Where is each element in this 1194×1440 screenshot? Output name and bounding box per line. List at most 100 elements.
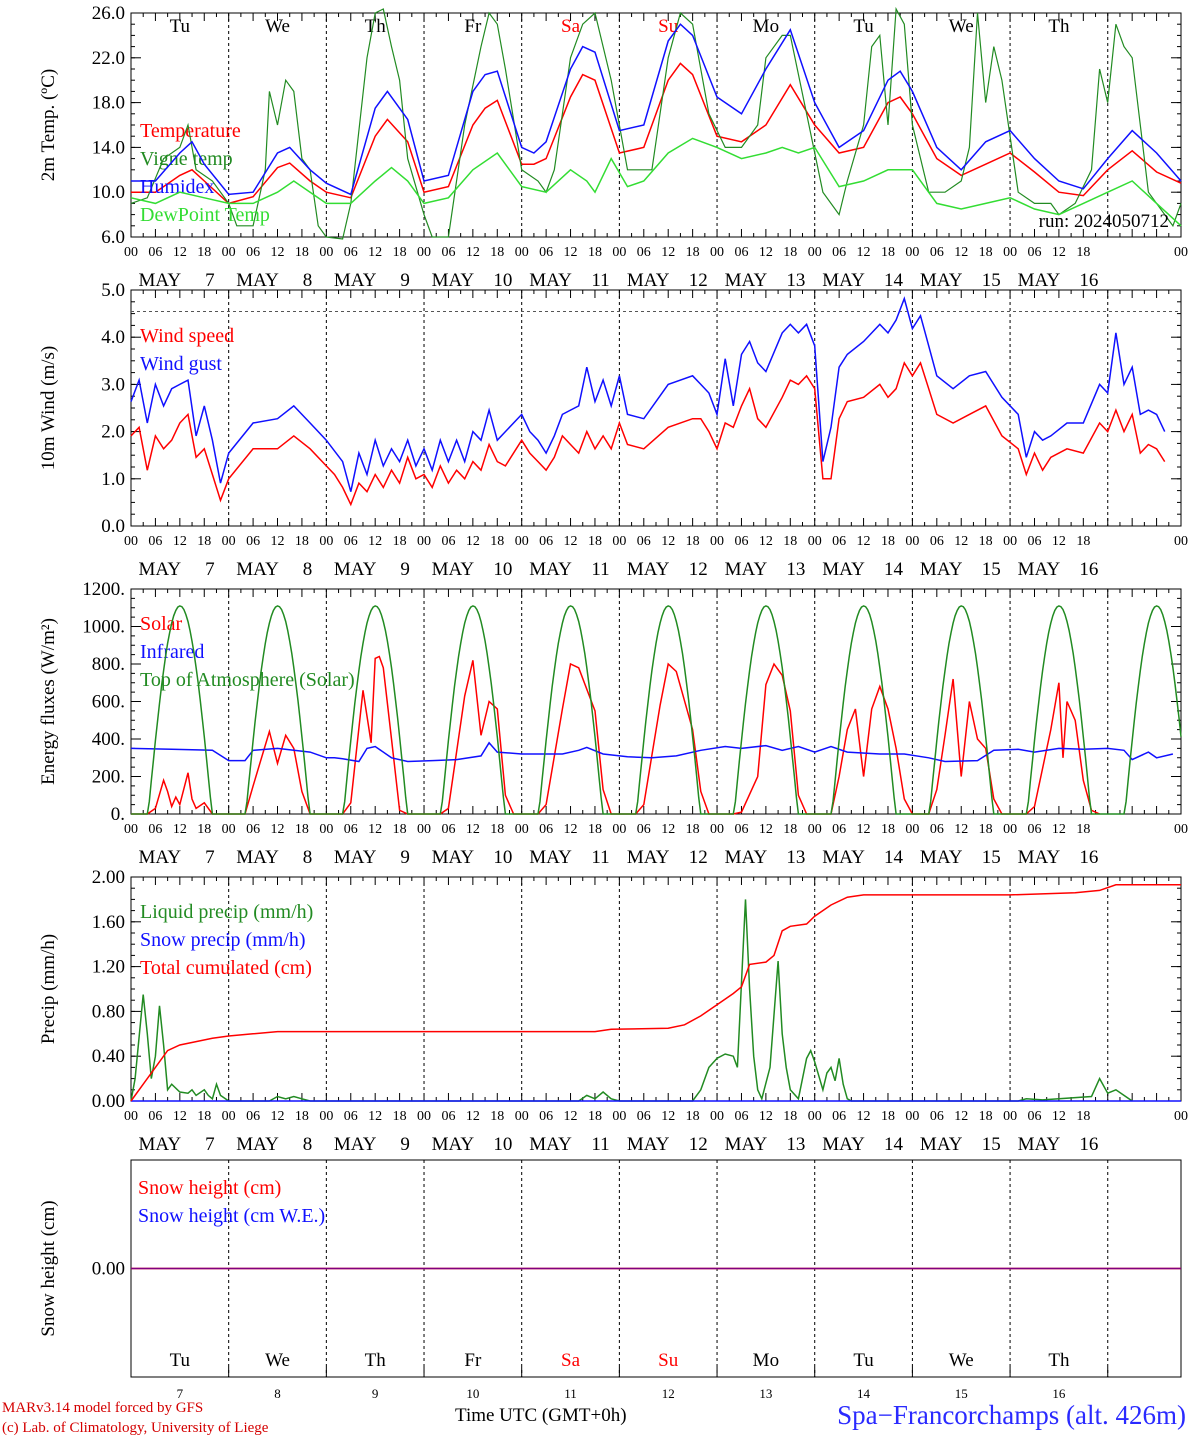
- x-axis-title: Time UTC (GMT+0h): [455, 1405, 627, 1426]
- y-tick-label: 1.20: [92, 957, 125, 978]
- y-axis-title: Precip (mm/h): [38, 934, 59, 1044]
- hour-label: 18: [979, 1109, 993, 1124]
- hour-label: 12: [759, 822, 773, 837]
- month-label: MAY: [627, 559, 670, 580]
- legend-entry: Top of Atmosphere (Solar): [140, 669, 355, 691]
- date-label: 11: [591, 559, 609, 580]
- legend-entry: Vigne temp: [140, 148, 233, 170]
- hour-label: 12: [466, 822, 480, 837]
- day-name-we: We: [949, 16, 974, 37]
- hour-label: 18: [197, 822, 211, 837]
- month-label: MAY: [1018, 847, 1061, 868]
- hour-label: 12: [368, 534, 382, 549]
- hour-label: 06: [148, 1109, 162, 1124]
- hour-label: 06: [441, 534, 455, 549]
- day-name-sa: Sa: [561, 1350, 581, 1371]
- hour-label: 18: [490, 1109, 504, 1124]
- hour-label: 00: [124, 822, 138, 837]
- hour-label: 00: [808, 245, 822, 260]
- date-label: 7: [205, 559, 215, 580]
- y-tick-label: 1200.: [82, 579, 125, 600]
- date-label: 12: [689, 847, 708, 868]
- y-tick-label: 0.40: [92, 1046, 125, 1067]
- month-label: MAY: [432, 559, 475, 580]
- month-label: MAY: [334, 847, 377, 868]
- legend-entry: Infrared: [140, 641, 204, 663]
- hour-label: 18: [588, 534, 602, 549]
- hour-label: 00: [612, 822, 626, 837]
- series-line-1: [130, 361, 1166, 507]
- date-label: 9: [400, 559, 410, 580]
- hour-label: 18: [686, 1109, 700, 1124]
- date-number: 8: [274, 1386, 281, 1401]
- panel-5: 0.00 Snow height (cm) Tu 7 We 8 Th 9 Fr 10 Sa 11 Su 1…: [38, 1159, 1182, 1401]
- hour-label: 12: [954, 1109, 968, 1124]
- month-label: MAY: [334, 270, 377, 291]
- month-label: MAY: [822, 559, 865, 580]
- y-tick-label: 600.: [92, 692, 125, 713]
- hour-label: 06: [441, 245, 455, 260]
- date-label: 12: [689, 270, 708, 291]
- y-tick-label: 6.0: [101, 227, 125, 248]
- hour-label: 00: [1003, 245, 1017, 260]
- date-label: 8: [303, 1134, 313, 1155]
- hour-label: 06: [441, 822, 455, 837]
- month-label: MAY: [236, 270, 279, 291]
- hour-label: 06: [734, 534, 748, 549]
- hour-label: 00: [515, 534, 529, 549]
- series-line-4: [130, 137, 1182, 227]
- hour-label: 00: [319, 822, 333, 837]
- y-tick-label: 0.00: [92, 1091, 125, 1112]
- hour-label: 12: [271, 1109, 285, 1124]
- y-tick-label: 1000.: [82, 617, 125, 638]
- hour-label: 00: [710, 534, 724, 549]
- hour-label: 18: [490, 534, 504, 549]
- hour-label: 18: [197, 1109, 211, 1124]
- series-line-3: [131, 605, 1182, 815]
- date-label: 15: [982, 270, 1001, 291]
- hour-label: 06: [930, 534, 944, 549]
- credit-line-2: (c) Lab. of Climatology, University of L…: [2, 1420, 269, 1436]
- date-number: 12: [662, 1386, 675, 1401]
- hour-label: 18: [197, 245, 211, 260]
- date-number: 13: [759, 1386, 772, 1401]
- day-name-mo: Mo: [753, 1350, 779, 1371]
- hour-label: 06: [441, 1109, 455, 1124]
- hour-label: 18: [490, 245, 504, 260]
- hour-label: 00: [417, 245, 431, 260]
- hour-label: 18: [393, 1109, 407, 1124]
- y-axis-title: Energy fluxes (W/m²): [38, 618, 59, 785]
- hour-label: 12: [759, 245, 773, 260]
- date-number: 16: [1052, 1386, 1066, 1401]
- hour-label: 06: [832, 822, 846, 837]
- date-label: 13: [786, 847, 805, 868]
- hour-label: 12: [368, 1109, 382, 1124]
- hour-label: 12: [1052, 245, 1066, 260]
- hour-label: 18: [295, 822, 309, 837]
- month-label: MAY: [139, 559, 182, 580]
- hour-label: 12: [1052, 1109, 1066, 1124]
- hour-label: 12: [173, 822, 187, 837]
- month-label: MAY: [236, 1134, 279, 1155]
- legend-entry: Liquid precip (mm/h): [140, 901, 313, 923]
- hour-label: 12: [564, 245, 578, 260]
- y-tick-label: 3.0: [101, 374, 125, 395]
- hour-label: 12: [954, 245, 968, 260]
- hour-label: 06: [539, 822, 553, 837]
- hour-label: 00: [319, 245, 333, 260]
- y-tick-label: 0.0: [101, 516, 125, 537]
- hour-label: 12: [759, 1109, 773, 1124]
- day-name-we: We: [265, 16, 290, 37]
- hour-label: 06: [734, 1109, 748, 1124]
- series-line-3: [130, 884, 1181, 1102]
- panel-3: 0. 200. 400. 600. 800. 1000. 1200. Energy fluxe…: [38, 579, 1188, 868]
- date-label: 11: [591, 1134, 609, 1155]
- hour-label: 06: [1027, 534, 1041, 549]
- panel-1: 6.0 10.0 14.0 18.0 22.0 26.0 2m Temp. (ºC) 00 06…: [38, 3, 1188, 291]
- y-tick-label: 14.0: [92, 137, 125, 158]
- hour-label: 12: [466, 245, 480, 260]
- series-line-2: [130, 6, 1182, 240]
- hour-label: 12: [857, 534, 871, 549]
- hour-label: 00: [124, 1109, 138, 1124]
